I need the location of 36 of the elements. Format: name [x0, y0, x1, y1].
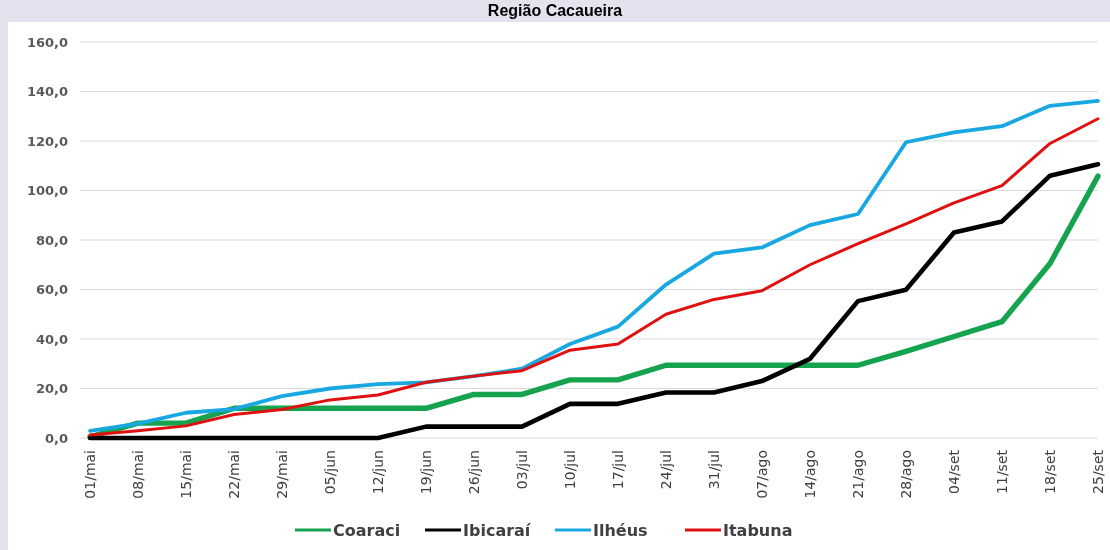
chart-title: Região Cacaueira [487, 2, 623, 19]
x-tick-label: 31/jul [706, 450, 722, 490]
y-tick-label: 20,0 [35, 381, 68, 397]
x-tick-label: 15/mai [178, 450, 194, 499]
x-tick-label: 07/ago [754, 450, 770, 499]
legend-label: Itabuna [723, 520, 793, 540]
y-tick-label: 160,0 [26, 34, 68, 50]
y-tick-label: 100,0 [26, 183, 68, 199]
x-tick-label: 21/ago [850, 450, 866, 499]
y-tick-label: 40,0 [35, 331, 68, 347]
y-tick-label: 120,0 [26, 133, 68, 149]
x-tick-label: 11/set [994, 449, 1010, 494]
y-tick-label: 0,0 [44, 430, 68, 446]
x-tick-label: 04/set [946, 449, 962, 494]
x-tick-label: 25/set [1090, 449, 1106, 494]
x-tick-label: 03/jul [514, 450, 530, 490]
x-tick-label: 01/mai [82, 450, 98, 499]
y-tick-label: 80,0 [35, 232, 68, 248]
x-tick-label: 22/mai [226, 450, 242, 499]
x-tick-label: 18/set [1042, 449, 1058, 494]
x-tick-label: 19/jun [418, 450, 434, 495]
x-tick-label: 28/ago [898, 450, 914, 499]
x-tick-label: 08/mai [130, 450, 146, 499]
legend-label: Ilhéus [593, 520, 648, 540]
x-tick-label: 10/jul [562, 450, 578, 490]
legend-label: Coaraci [333, 520, 401, 540]
x-tick-label: 14/ago [802, 450, 818, 499]
x-tick-label: 24/jul [658, 450, 674, 490]
y-tick-label: 140,0 [26, 84, 68, 100]
y-tick-label: 60,0 [35, 282, 68, 298]
x-tick-label: 12/jun [370, 450, 386, 495]
x-tick-label: 05/jun [322, 450, 338, 495]
legend-label: Ibicaraí [463, 520, 532, 540]
x-tick-label: 17/jul [610, 450, 626, 490]
x-tick-label: 26/jun [466, 450, 482, 495]
x-tick-label: 29/mai [274, 450, 290, 499]
